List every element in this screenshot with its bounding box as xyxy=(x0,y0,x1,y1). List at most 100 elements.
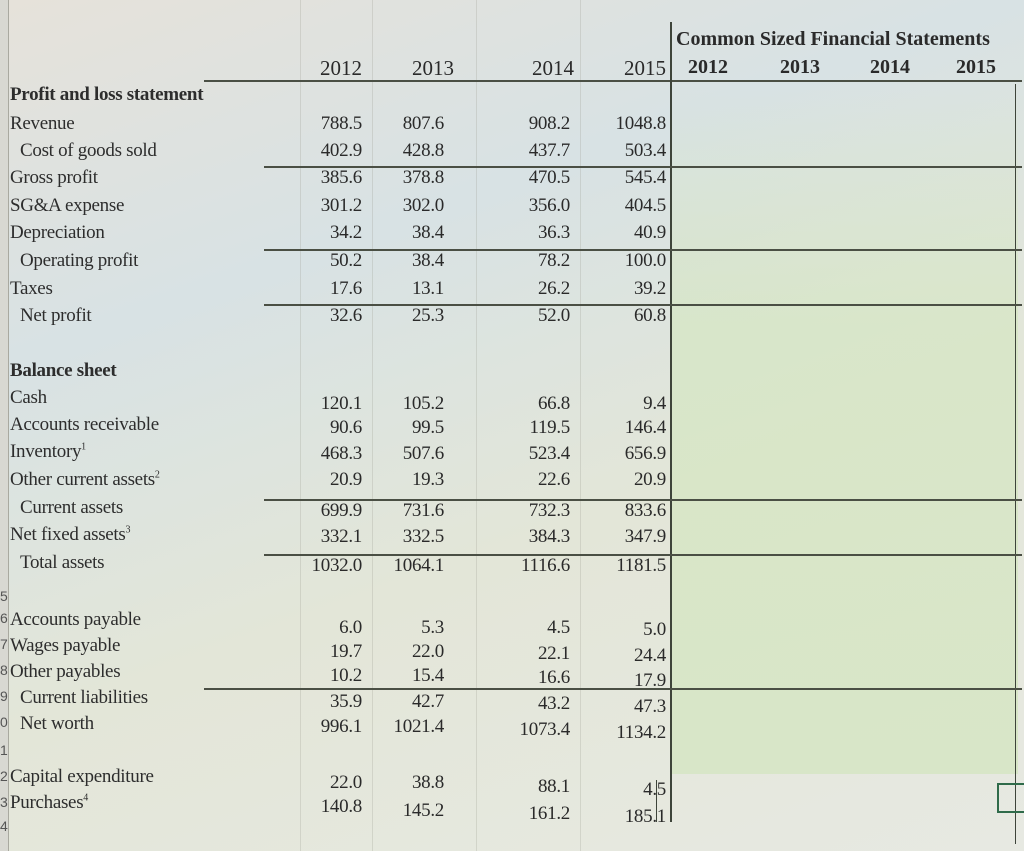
cell[interactable]: 1064.1 xyxy=(393,555,445,576)
cell[interactable]: 105.2 xyxy=(402,393,445,414)
cell[interactable]: 16.6 xyxy=(537,667,570,688)
cell[interactable]: 38.4 xyxy=(411,250,444,271)
cell[interactable]: 523.4 xyxy=(528,443,571,464)
cell[interactable]: 26.2 xyxy=(537,278,570,299)
row-number[interactable]: 8 xyxy=(0,662,8,678)
cell[interactable]: 833.6 xyxy=(624,500,667,521)
cell[interactable]: 36.3 xyxy=(537,222,570,243)
cell[interactable]: 47.3 xyxy=(633,696,666,717)
cell[interactable]: 468.3 xyxy=(320,443,363,464)
row-number[interactable]: 7 xyxy=(0,636,8,652)
cell[interactable]: 78.2 xyxy=(537,250,570,271)
cell[interactable]: 39.2 xyxy=(633,278,666,299)
cell[interactable]: 161.2 xyxy=(528,803,571,824)
cell[interactable]: 32.6 xyxy=(329,305,362,326)
cell[interactable]: 43.2 xyxy=(537,693,570,714)
cell[interactable]: 1032.0 xyxy=(311,555,363,576)
cell[interactable]: 88.1 xyxy=(537,776,570,797)
cell[interactable]: 24.4 xyxy=(633,645,666,666)
cell[interactable]: 996.1 xyxy=(320,716,363,737)
cell[interactable]: 6.0 xyxy=(339,617,362,638)
cell[interactable]: 332.1 xyxy=(320,526,363,547)
cell[interactable]: 66.8 xyxy=(537,393,570,414)
cell[interactable]: 10.2 xyxy=(329,665,362,686)
cell[interactable]: 20.9 xyxy=(633,469,666,490)
cell[interactable]: 15.4 xyxy=(411,665,444,686)
row-number[interactable]: 2 xyxy=(0,768,8,784)
row-number[interactable]: 3 xyxy=(0,794,8,810)
cell[interactable]: 50.2 xyxy=(329,250,362,271)
cell[interactable]: 119.5 xyxy=(529,417,570,438)
cell[interactable]: 17.6 xyxy=(329,278,362,299)
cell[interactable]: 22.0 xyxy=(329,772,362,793)
cell[interactable]: 19.3 xyxy=(411,469,444,490)
cell[interactable]: 120.1 xyxy=(320,393,363,414)
cell[interactable]: 378.8 xyxy=(402,167,445,188)
cell[interactable]: 428.8 xyxy=(402,140,445,161)
cell[interactable]: 503.4 xyxy=(624,140,667,161)
cell[interactable]: 146.4 xyxy=(624,417,667,438)
cell[interactable]: 1048.8 xyxy=(615,113,667,134)
cell[interactable]: 4.5 xyxy=(547,617,570,638)
cell[interactable]: 545.4 xyxy=(624,167,667,188)
cell[interactable]: 40.9 xyxy=(633,222,666,243)
cell[interactable]: 5.0 xyxy=(643,619,666,640)
cell[interactable]: 404.5 xyxy=(624,195,667,216)
selected-cell[interactable] xyxy=(997,783,1024,813)
cell[interactable]: 385.6 xyxy=(320,167,363,188)
cell[interactable]: 470.5 xyxy=(528,167,571,188)
row-number[interactable]: 9 xyxy=(0,688,8,704)
cell[interactable]: 656.9 xyxy=(624,443,667,464)
cell[interactable]: 38.4 xyxy=(411,222,444,243)
cell[interactable]: 1116.6 xyxy=(520,555,570,576)
row-number[interactable]: 1 xyxy=(0,742,8,758)
cell[interactable]: 22.6 xyxy=(537,469,570,490)
row-number[interactable]: 6 xyxy=(0,610,8,626)
cell[interactable]: 4.5 xyxy=(643,779,666,800)
cell[interactable]: 42.7 xyxy=(411,691,444,712)
cell[interactable]: 9.4 xyxy=(643,393,666,414)
cell[interactable]: 384.3 xyxy=(528,526,571,547)
cell[interactable]: 90.6 xyxy=(329,417,362,438)
cell[interactable]: 807.6 xyxy=(402,113,445,134)
cell[interactable]: 22.1 xyxy=(537,643,570,664)
row-number[interactable]: 4 xyxy=(0,818,8,834)
cell[interactable]: 1181.5 xyxy=(616,555,666,576)
cell[interactable]: 5.3 xyxy=(421,617,444,638)
cell[interactable]: 13.1 xyxy=(411,278,444,299)
cell[interactable]: 25.3 xyxy=(411,305,444,326)
cell[interactable]: 34.2 xyxy=(329,222,362,243)
cell[interactable]: 17.9 xyxy=(633,670,666,691)
cell[interactable]: 99.5 xyxy=(411,417,444,438)
cell[interactable]: 52.0 xyxy=(537,305,570,326)
cell[interactable]: 332.5 xyxy=(402,526,445,547)
cell[interactable]: 437.7 xyxy=(528,140,571,161)
cell[interactable]: 20.9 xyxy=(329,469,362,490)
common-sized-input-area[interactable] xyxy=(672,84,1018,774)
row-number[interactable]: 5 xyxy=(0,588,8,604)
cell[interactable]: 35.9 xyxy=(329,691,362,712)
cell[interactable]: 732.3 xyxy=(528,500,571,521)
cell[interactable]: 402.9 xyxy=(320,140,363,161)
cell[interactable]: 731.6 xyxy=(402,500,445,521)
cell[interactable]: 185.1 xyxy=(624,806,667,827)
row-number[interactable]: 0 xyxy=(0,714,8,730)
cell[interactable]: 60.8 xyxy=(633,305,666,326)
cell[interactable]: 38.8 xyxy=(411,772,444,793)
cell[interactable]: 140.8 xyxy=(320,796,363,817)
cell[interactable]: 19.7 xyxy=(329,641,362,662)
cell[interactable]: 22.0 xyxy=(411,641,444,662)
cell[interactable]: 908.2 xyxy=(528,113,571,134)
cell[interactable]: 788.5 xyxy=(320,113,363,134)
cell[interactable]: 1134.2 xyxy=(616,722,666,743)
cell[interactable]: 347.9 xyxy=(624,526,667,547)
cell[interactable]: 1073.4 xyxy=(519,719,571,740)
cell[interactable]: 507.6 xyxy=(402,443,445,464)
cell[interactable]: 356.0 xyxy=(528,195,571,216)
cell[interactable]: 145.2 xyxy=(402,800,445,821)
cell[interactable]: 301.2 xyxy=(320,195,363,216)
cell[interactable]: 1021.4 xyxy=(393,716,445,737)
cell[interactable]: 699.9 xyxy=(320,500,363,521)
cell[interactable]: 100.0 xyxy=(624,250,667,271)
cell[interactable]: 302.0 xyxy=(402,195,445,216)
